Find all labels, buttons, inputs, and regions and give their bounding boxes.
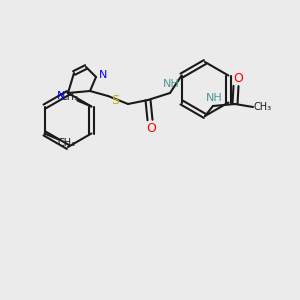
Text: N: N [99, 70, 107, 80]
Text: CH₃: CH₃ [254, 102, 272, 112]
Text: CH₃: CH₃ [58, 137, 76, 148]
Text: S: S [111, 94, 119, 107]
Text: NH: NH [206, 93, 222, 103]
Text: O: O [233, 71, 243, 85]
Text: CH₃: CH₃ [60, 92, 78, 103]
Text: O: O [146, 122, 156, 134]
Text: N: N [57, 91, 65, 101]
Text: NH: NH [163, 79, 179, 89]
